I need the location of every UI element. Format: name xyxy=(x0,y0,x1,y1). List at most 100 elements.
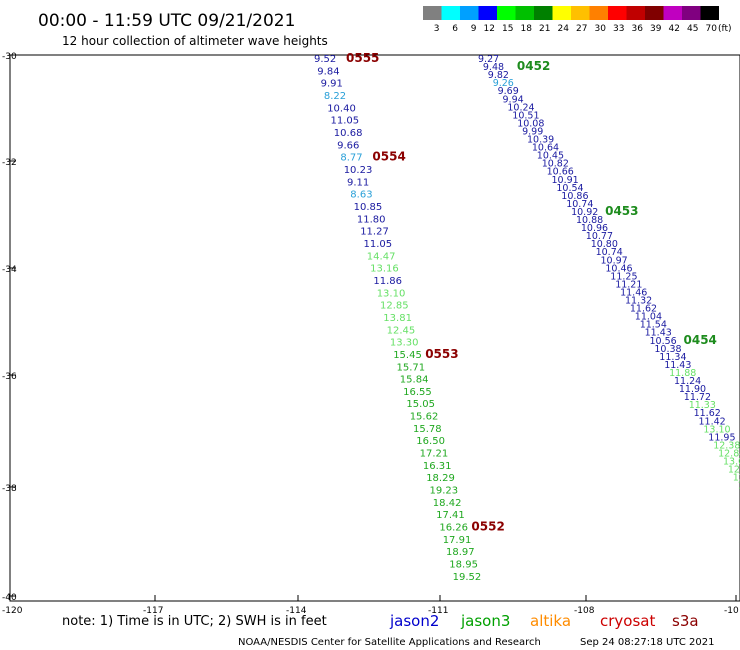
lat-tick-label: -36 xyxy=(2,372,17,382)
scale-swatch-27 xyxy=(571,6,590,20)
lon-tick-label: -114 xyxy=(286,606,307,616)
wave-height-value: 11.54 xyxy=(640,320,667,331)
wave-height-value: 10.54 xyxy=(556,183,583,194)
wave-height-value: 11.43 xyxy=(664,360,691,371)
wave-height-value: 13.04 xyxy=(738,481,740,492)
scale-swatch-9 xyxy=(460,6,479,20)
wave-height-value: 17.21 xyxy=(420,449,449,460)
scale-swatch-30 xyxy=(589,6,608,20)
wave-height-value: 15.71 xyxy=(397,362,426,373)
wave-height-value: 10.86 xyxy=(561,191,588,202)
wave-height-value: 11.21 xyxy=(615,279,642,290)
wave-height-value: 10.39 xyxy=(527,135,554,146)
scale-label: 36 xyxy=(632,24,644,34)
satellite-legend: jason2 jason3 altika cryosat s3a xyxy=(389,612,699,630)
wave-height-value: 19.23 xyxy=(430,486,459,497)
lat-tick-label: -34 xyxy=(2,265,17,275)
wave-height-value: 17.91 xyxy=(443,535,472,546)
wave-height-value: 8.22 xyxy=(324,91,346,102)
wave-height-value: 11.05 xyxy=(331,116,360,127)
scale-swatch-24 xyxy=(552,6,571,20)
scale-swatch-3 xyxy=(423,6,442,20)
wave-height-value: 15.62 xyxy=(410,412,439,423)
wave-height-value: 12.84 xyxy=(718,448,740,459)
pass-time-label: 0452 xyxy=(517,59,550,73)
wave-height-value: 10.24 xyxy=(507,102,534,113)
wave-height-value: 13.81 xyxy=(383,313,412,324)
scale-label: 30 xyxy=(595,24,607,34)
pass-time-label: 0453 xyxy=(605,204,638,218)
scale-swatch-18 xyxy=(515,6,534,20)
wave-height-value: 10.38 xyxy=(654,344,681,355)
legend-note: note: 1) Time is in UTC; 2) SWH is in fe… xyxy=(62,614,327,629)
wave-height-value: 14.47 xyxy=(367,251,396,262)
wave-height-value: 10.85 xyxy=(354,202,383,213)
longitude-ticks: -120 -117 -114 -111 -108 -10 xyxy=(2,595,739,616)
lat-tick-label: -32 xyxy=(2,158,17,168)
lon-tick-label: -120 xyxy=(2,606,23,616)
wave-height-value: 11.05 xyxy=(364,239,393,250)
scale-label: 15 xyxy=(502,24,513,34)
wave-height-value: 11.46 xyxy=(620,287,647,298)
wave-height-value: 10.74 xyxy=(596,247,623,258)
wave-height-value: 15.84 xyxy=(400,375,429,386)
track-east: 9.279.489.829.269.699.9410.2410.5110.089… xyxy=(478,54,740,492)
wave-height-value: 9.94 xyxy=(503,94,524,105)
wave-height-value: 11.25 xyxy=(610,271,637,282)
wave-height-value: 9.11 xyxy=(347,177,369,188)
scale-label: 18 xyxy=(521,24,533,34)
scale-label: 3 xyxy=(434,24,440,34)
scale-swatch-36 xyxy=(626,6,645,20)
satellite-jason2: jason2 xyxy=(389,612,439,630)
scale-label: 9 xyxy=(471,24,477,34)
wave-height-value: 16.26 xyxy=(439,523,468,534)
wave-height-value: 10.56 xyxy=(650,336,677,347)
scale-label: 42 xyxy=(669,24,680,34)
wave-height-value: 18.29 xyxy=(426,473,455,484)
wave-height-value: 11.33 xyxy=(689,400,716,411)
wave-height-value: 11.04 xyxy=(635,312,662,323)
scale-swatch-12 xyxy=(478,6,497,20)
satellite-altika: altika xyxy=(530,612,571,630)
wave-height-value: 11.42 xyxy=(699,416,726,427)
wave-height-value: 12.86 xyxy=(733,473,740,484)
satellite-cryosat: cryosat xyxy=(600,612,655,630)
scale-label: 21 xyxy=(539,24,550,34)
wave-height-value: 11.86 xyxy=(373,276,402,287)
map-frame xyxy=(9,54,740,602)
wave-height-value: 12.45 xyxy=(387,325,416,336)
wave-height-value: 10.66 xyxy=(547,167,574,178)
scale-swatch-6 xyxy=(441,6,460,20)
wave-height-value: 10.64 xyxy=(532,143,559,154)
wave-height-value: 9.26 xyxy=(493,78,514,89)
wave-height-value: 15.05 xyxy=(406,399,435,410)
wave-height-value: 12.38 xyxy=(713,440,740,451)
lon-tick-label: -117 xyxy=(143,606,163,616)
wave-height-value: 10.91 xyxy=(552,175,579,186)
pass-time-label: 0454 xyxy=(684,333,717,347)
wave-height-value: 16.55 xyxy=(403,387,432,398)
wave-height-value: 11.80 xyxy=(357,214,386,225)
wave-height-value: 13.04 xyxy=(723,457,740,468)
pass-time-label: 0555 xyxy=(346,51,379,65)
wave-height-value: 9.82 xyxy=(488,70,509,81)
lon-tick-label: -111 xyxy=(428,606,448,616)
wave-height-value: 11.34 xyxy=(659,352,686,363)
wave-height-value: 15.45 xyxy=(393,350,422,361)
wave-height-value: 10.46 xyxy=(605,263,632,274)
wave-height-value: 9.66 xyxy=(337,140,359,151)
scale-label: 6 xyxy=(452,24,458,34)
wave-height-value: 9.48 xyxy=(483,62,504,73)
wave-height-value: 10.96 xyxy=(581,223,608,234)
footer-credit: NOAA/NESDIS Center for Satellite Applica… xyxy=(238,637,541,648)
track-west: 9.529.849.918.2210.4011.0510.689.668.771… xyxy=(314,51,505,583)
scale-label: 70 xyxy=(706,24,718,34)
wave-height-value: 10.80 xyxy=(591,239,618,250)
scale-swatch-21 xyxy=(534,6,553,20)
lat-tick-label: -40 xyxy=(2,593,17,603)
wave-height-value: 17.41 xyxy=(436,510,465,521)
wave-height-value: 10.40 xyxy=(327,103,356,114)
scale-label: 39 xyxy=(650,24,662,34)
wave-height-value: 18.95 xyxy=(449,560,478,571)
